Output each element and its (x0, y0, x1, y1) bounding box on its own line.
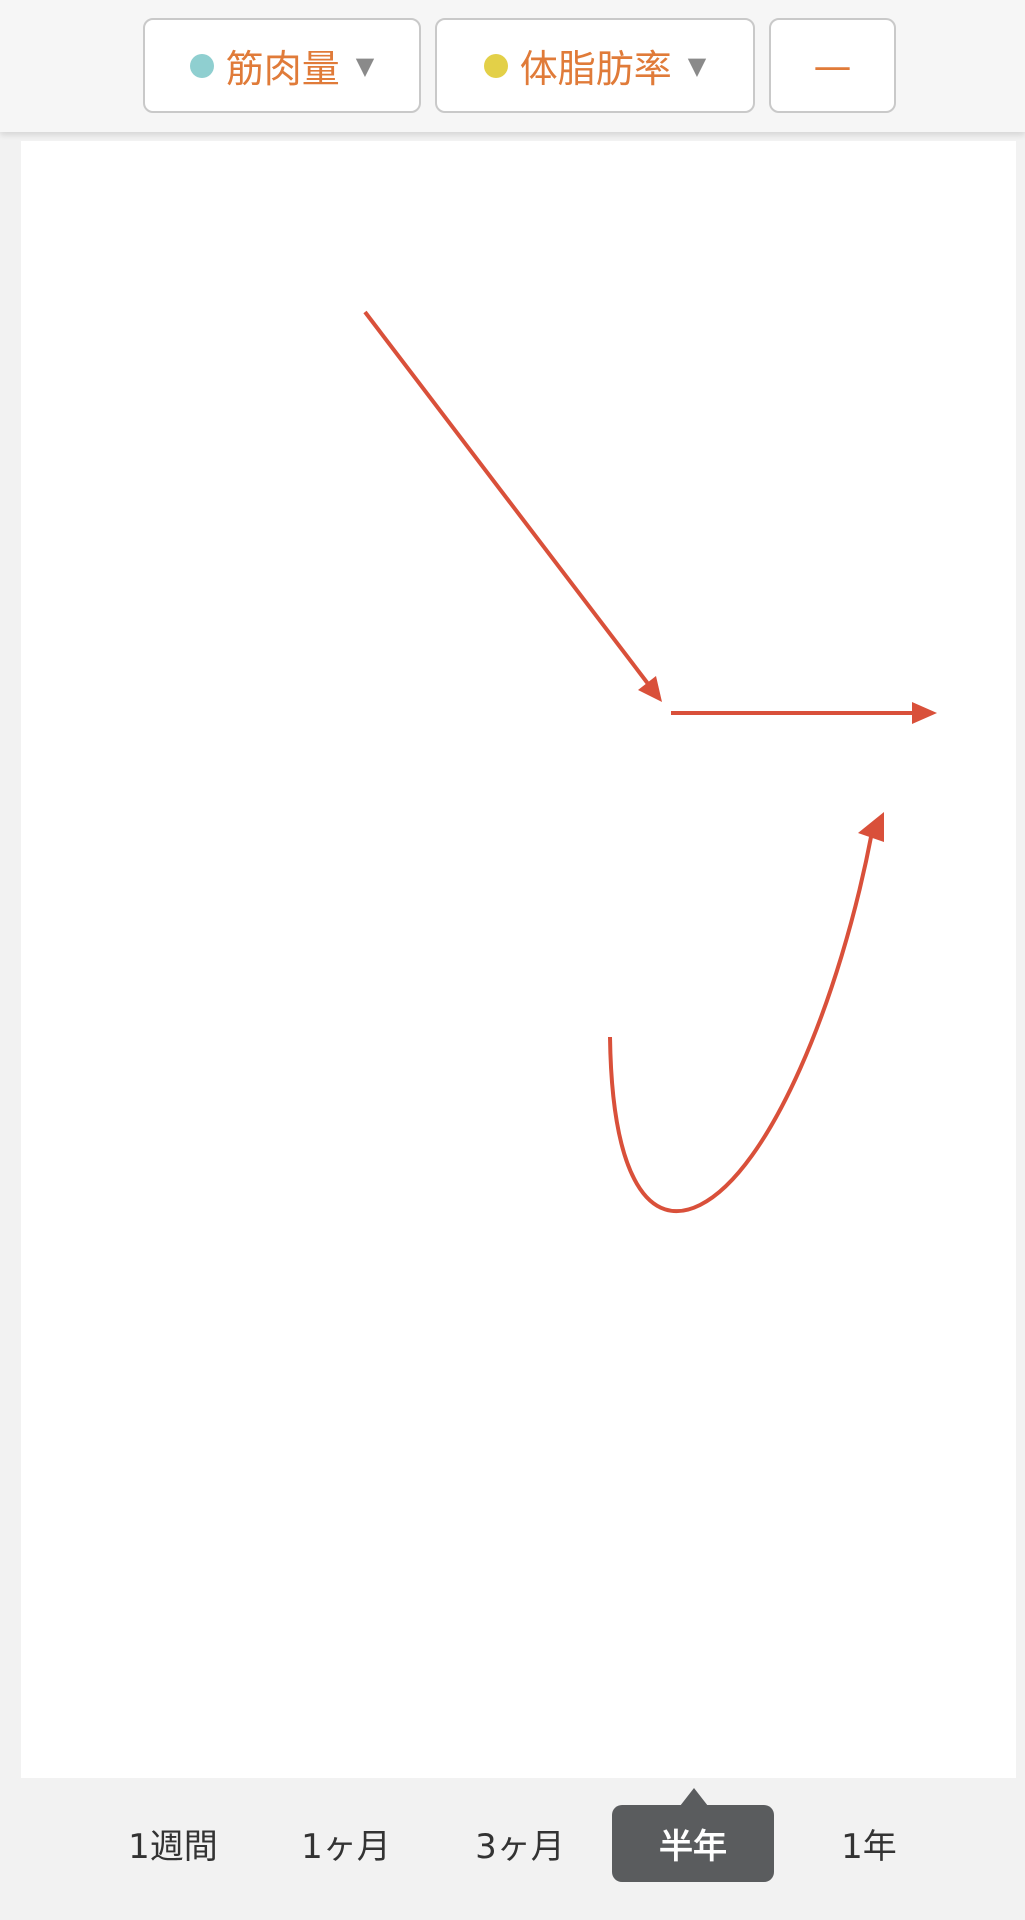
series-label: 体脂肪率 (519, 47, 672, 91)
top-bar: 筋肉量 ▼ 体脂肪率 ▼ — (0, 0, 1025, 132)
arrow-head (638, 676, 662, 702)
series-select[interactable]: 筋肉量 ▼ (143, 18, 421, 113)
period-tab[interactable]: 1年 (841, 1827, 897, 1867)
period-tab[interactable]: 1ヶ月 (301, 1827, 391, 1867)
period-tab[interactable]: 1週間 (128, 1827, 218, 1867)
period-tab[interactable]: 3ヶ月 (475, 1827, 565, 1867)
period-tab[interactable]: 半年 (612, 1805, 774, 1882)
series-dot (483, 53, 508, 78)
series-dot (189, 53, 214, 78)
arrow-head (858, 812, 884, 842)
chart (21, 141, 1016, 1778)
trend-curve (608, 831, 874, 1214)
chart-panel (21, 141, 1016, 1778)
trend-arrow (363, 310, 654, 691)
series-select[interactable]: — (769, 18, 896, 113)
dropdown-arrow: ▼ (355, 51, 375, 80)
annotation (363, 310, 937, 1214)
arrow-head (912, 702, 937, 724)
series-label: 筋肉量 (225, 47, 340, 91)
series-select[interactable]: 体脂肪率 ▼ (435, 18, 755, 113)
series-label: — (813, 43, 852, 88)
dropdown-arrow: ▼ (687, 51, 707, 80)
